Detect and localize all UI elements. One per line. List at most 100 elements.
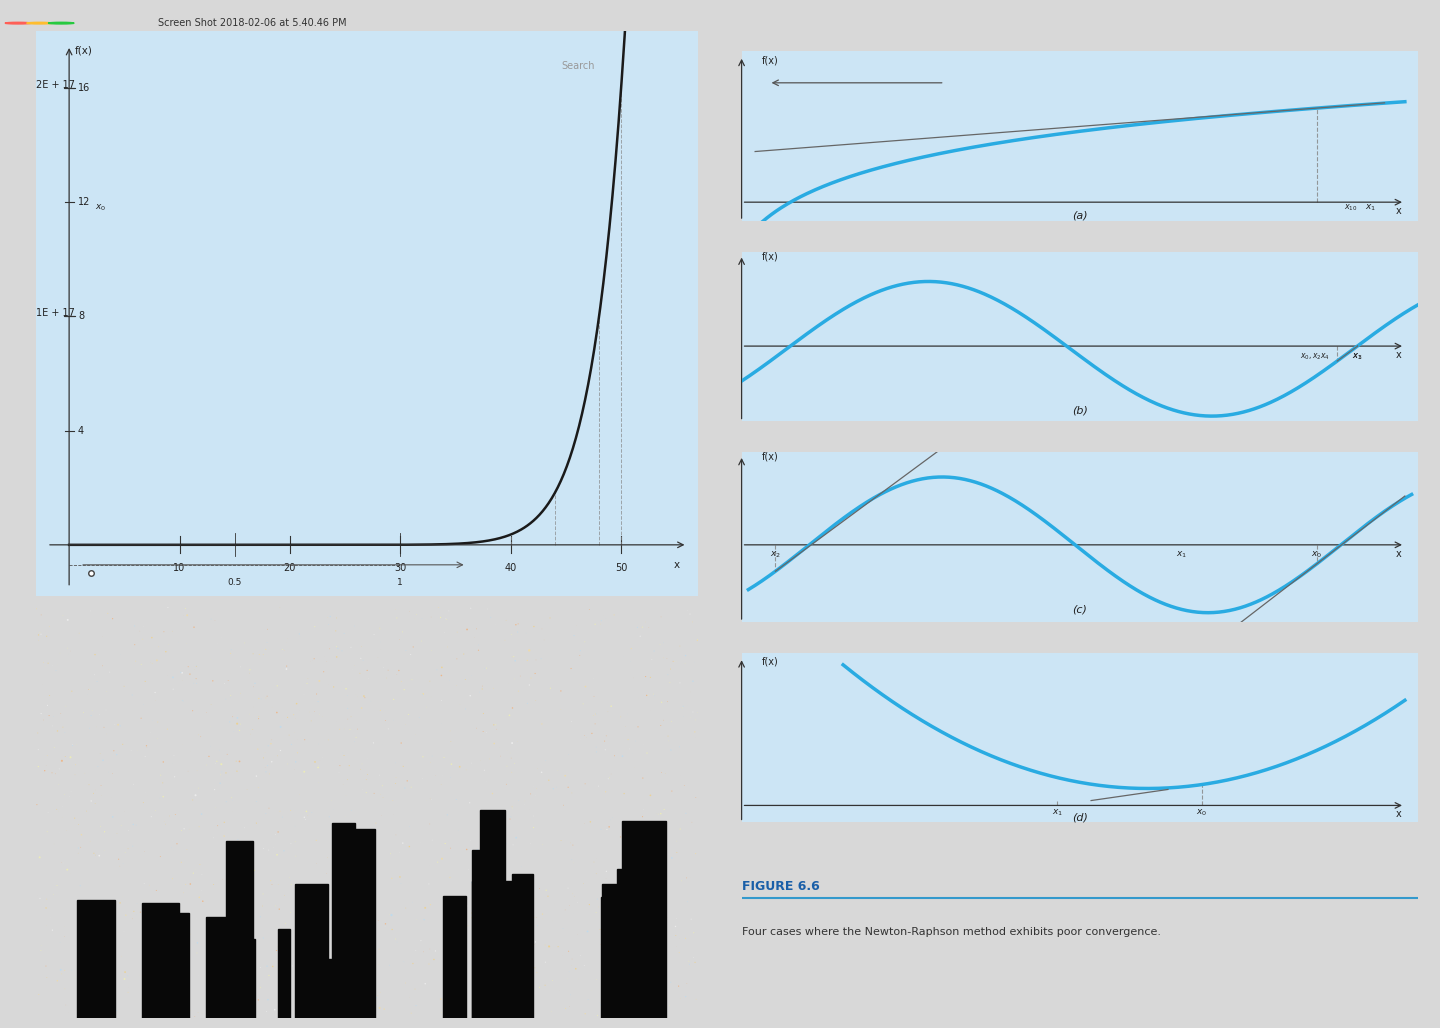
Point: [160, 939, 183, 955]
Point: [631, 808, 654, 824]
Point: [619, 653, 642, 669]
Point: [341, 662, 364, 678]
Point: [230, 960, 253, 977]
Point: [255, 805, 278, 821]
Point: [294, 732, 317, 748]
Point: [346, 721, 369, 737]
Point: [397, 838, 420, 854]
Point: [154, 952, 177, 968]
Point: [444, 949, 467, 965]
Point: [170, 854, 193, 871]
Point: [485, 721, 508, 737]
Point: [84, 666, 107, 683]
Point: [433, 889, 456, 906]
Point: [389, 790, 412, 806]
Point: [487, 897, 510, 914]
Point: [350, 638, 373, 655]
Point: [186, 934, 209, 951]
Point: [274, 887, 297, 904]
Point: [91, 1006, 114, 1023]
Point: [325, 610, 348, 626]
Point: [495, 1008, 518, 1025]
Point: [317, 617, 340, 633]
Point: [135, 737, 158, 754]
Point: [49, 705, 72, 722]
Point: [30, 607, 53, 623]
Point: [634, 911, 657, 927]
Point: [680, 670, 703, 687]
Point: [300, 654, 323, 670]
Point: [29, 943, 52, 959]
Point: [274, 642, 297, 659]
Point: [187, 967, 210, 984]
Point: [560, 957, 583, 974]
Point: [63, 767, 86, 783]
Point: [455, 956, 478, 972]
Point: [166, 1009, 189, 1026]
Point: [471, 895, 494, 912]
Point: [670, 873, 693, 889]
Point: [562, 837, 585, 853]
Point: [465, 898, 488, 915]
Point: [618, 741, 641, 758]
Point: [269, 728, 292, 744]
Point: [593, 741, 616, 758]
Point: [616, 706, 639, 723]
Point: [652, 650, 675, 666]
Point: [524, 652, 547, 668]
Point: [276, 756, 300, 772]
Point: [647, 913, 670, 929]
Point: [357, 958, 380, 975]
Point: [271, 809, 294, 825]
Point: [96, 764, 120, 780]
Point: [202, 672, 225, 689]
Text: FIGURE 6.6: FIGURE 6.6: [742, 880, 819, 893]
Point: [552, 920, 575, 937]
Point: [200, 984, 223, 1000]
Point: [330, 673, 353, 690]
Point: [484, 887, 507, 904]
Point: [500, 809, 523, 825]
Text: x: x: [1395, 549, 1401, 558]
Point: [539, 681, 562, 697]
Point: [596, 771, 619, 787]
Point: [671, 698, 694, 714]
Point: [36, 697, 59, 713]
Point: [187, 780, 210, 797]
Point: [310, 1003, 333, 1020]
Point: [384, 775, 408, 792]
Point: [665, 939, 688, 955]
Point: [279, 802, 302, 818]
Point: [174, 631, 197, 648]
Point: [305, 911, 328, 927]
Point: [36, 655, 59, 671]
Point: [353, 690, 376, 706]
Point: [163, 806, 186, 822]
Point: [360, 693, 383, 709]
Point: [151, 788, 174, 805]
Point: [230, 867, 253, 883]
Point: [609, 708, 632, 725]
Text: 40: 40: [504, 562, 517, 573]
Point: [79, 978, 102, 994]
Point: [330, 642, 353, 659]
Point: [569, 642, 592, 659]
Text: (d): (d): [1071, 812, 1089, 822]
Point: [183, 619, 206, 635]
Point: [563, 627, 586, 644]
Point: [438, 905, 461, 921]
Point: [292, 687, 315, 703]
Point: [510, 892, 533, 909]
Point: [308, 672, 331, 689]
Point: [327, 765, 350, 781]
Point: [674, 805, 697, 821]
Point: [369, 634, 392, 651]
Point: [399, 987, 422, 1003]
Point: [134, 843, 157, 859]
Point: [423, 943, 446, 959]
Point: [464, 671, 487, 688]
Point: [564, 617, 588, 633]
Point: [226, 709, 249, 726]
Point: [403, 611, 426, 627]
Point: [222, 708, 245, 725]
